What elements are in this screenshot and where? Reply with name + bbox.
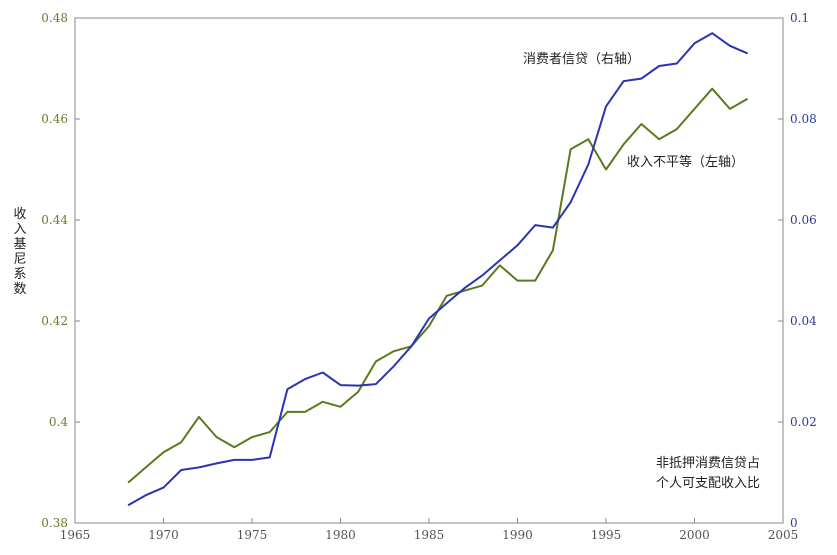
y-left-tick-label: 0.38 xyxy=(41,516,68,530)
y-axis-label-left: 收入基尼系数 xyxy=(13,207,26,297)
x-tick-label: 2005 xyxy=(768,528,799,542)
credit-series-label: 消费者信贷（右轴） xyxy=(523,52,640,67)
y-right-tick-label: 0.04 xyxy=(790,314,817,328)
x-tick-label: 2000 xyxy=(679,528,710,542)
y-left-tick-label: 0.48 xyxy=(41,11,68,25)
gini-series-line xyxy=(127,87,749,484)
axes xyxy=(74,17,784,524)
y-left-tick-label: 0.4 xyxy=(49,415,68,429)
x-tick-label: 1995 xyxy=(591,528,622,542)
y-left-tick-label: 0.46 xyxy=(41,112,68,126)
note-line-1: 非抵押消费信贷占 xyxy=(656,456,760,471)
gini-series-label: 收入不平等（左轴） xyxy=(627,154,744,170)
y-left-tick-label: 0.42 xyxy=(41,314,68,328)
series-lines xyxy=(127,32,749,507)
x-tick-label: 1975 xyxy=(237,528,268,542)
x-tick-label: 1985 xyxy=(414,528,445,542)
x-tick-label: 1980 xyxy=(325,528,356,542)
y-right-tick-label: 0.02 xyxy=(790,415,817,429)
y-left-tick-label: 0.44 xyxy=(41,213,68,227)
y-right-tick-label: 0.08 xyxy=(790,112,817,126)
y-right-tick-label: 0.1 xyxy=(790,11,809,25)
credit-series-line xyxy=(127,32,748,507)
y-right-tick-label: 0 xyxy=(790,516,798,530)
x-tick-label: 1965 xyxy=(60,528,91,542)
x-tick-label: 1970 xyxy=(148,528,179,542)
tick-labels: 1965 1970 1975 1980 1985 1990 1995 2000 2005 0.38… xyxy=(41,11,817,542)
y-right-tick-label: 0.06 xyxy=(790,213,817,227)
x-tick-label: 1990 xyxy=(502,528,533,542)
note-line-2: 个人可支配收入比 xyxy=(656,476,760,491)
plot-frame xyxy=(74,17,784,524)
